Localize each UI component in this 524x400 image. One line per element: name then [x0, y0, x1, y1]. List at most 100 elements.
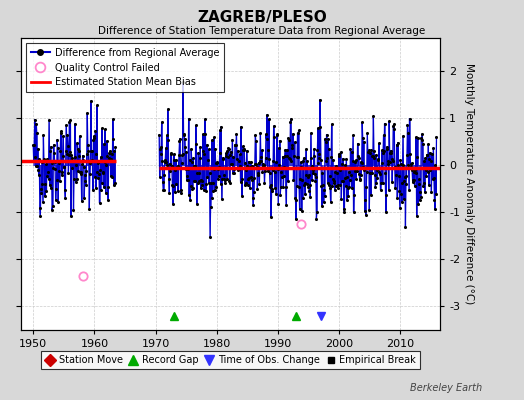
Point: [49, 164, 57, 171]
Point: [379, 132, 388, 138]
Point: [174, 163, 183, 169]
Point: [375, 169, 384, 176]
Point: [94, 160, 103, 166]
Point: [421, 189, 429, 195]
Point: [79, 157, 88, 163]
Point: [221, 180, 230, 186]
Point: [111, 180, 119, 186]
Point: [373, 166, 381, 173]
Point: [301, 172, 310, 179]
Point: [419, 140, 427, 147]
Point: [300, 182, 308, 188]
Point: [229, 170, 237, 176]
Point: [424, 141, 432, 147]
Point: [314, 160, 323, 166]
Point: [397, 191, 406, 197]
Point: [66, 117, 74, 124]
Point: [260, 162, 268, 168]
Point: [315, 154, 324, 161]
Point: [301, 190, 309, 197]
Point: [241, 182, 249, 189]
Point: [65, 152, 73, 159]
Point: [353, 140, 362, 147]
Point: [331, 186, 339, 193]
Point: [165, 176, 173, 182]
Point: [227, 161, 236, 167]
Point: [391, 172, 400, 179]
Point: [252, 138, 260, 144]
Point: [386, 158, 395, 165]
Point: [43, 156, 51, 162]
Point: [357, 160, 366, 166]
Point: [392, 165, 400, 172]
Point: [177, 160, 185, 166]
Point: [321, 138, 330, 145]
Point: [405, 162, 413, 168]
Point: [427, 158, 435, 164]
Point: [422, 173, 431, 179]
Point: [164, 136, 172, 143]
Point: [75, 133, 84, 140]
Point: [32, 130, 41, 136]
Point: [31, 163, 40, 169]
Point: [248, 194, 257, 201]
Point: [57, 128, 66, 134]
Point: [158, 119, 166, 125]
Point: [308, 177, 316, 183]
Point: [372, 179, 380, 186]
Point: [50, 150, 58, 156]
Point: [212, 159, 220, 166]
Point: [98, 125, 106, 132]
Point: [189, 155, 198, 162]
Point: [39, 199, 47, 205]
Point: [223, 176, 231, 183]
Point: [333, 165, 341, 172]
Point: [111, 144, 119, 150]
Point: [342, 183, 350, 189]
Point: [54, 160, 63, 167]
Point: [361, 197, 369, 203]
Point: [88, 156, 96, 163]
Point: [402, 173, 411, 180]
Point: [247, 174, 255, 180]
Point: [231, 142, 239, 149]
Point: [327, 153, 335, 160]
Point: [332, 183, 340, 190]
Point: [70, 176, 78, 182]
Point: [60, 164, 68, 170]
Point: [173, 163, 182, 170]
Point: [201, 116, 209, 122]
Point: [53, 144, 62, 151]
Point: [344, 192, 352, 199]
Point: [162, 132, 171, 139]
Point: [317, 157, 325, 163]
Point: [99, 169, 107, 176]
Point: [406, 161, 414, 167]
Point: [369, 113, 378, 120]
Point: [63, 151, 71, 157]
Point: [412, 134, 420, 140]
Point: [187, 182, 195, 189]
Point: [92, 150, 101, 157]
Point: [246, 164, 255, 170]
Point: [365, 147, 373, 153]
Point: [47, 185, 55, 191]
Text: Berkeley Earth: Berkeley Earth: [410, 383, 482, 393]
Point: [311, 178, 320, 184]
Point: [334, 185, 342, 191]
Point: [403, 122, 412, 128]
Point: [195, 170, 203, 176]
Point: [101, 126, 110, 132]
Point: [370, 155, 379, 161]
Point: [424, 181, 433, 188]
Point: [233, 148, 242, 154]
Point: [351, 159, 359, 166]
Point: [166, 160, 174, 167]
Point: [235, 162, 244, 169]
Point: [374, 155, 383, 162]
Point: [347, 148, 356, 155]
Point: [190, 178, 198, 184]
Point: [390, 164, 399, 171]
Point: [89, 137, 97, 144]
Point: [276, 138, 284, 144]
